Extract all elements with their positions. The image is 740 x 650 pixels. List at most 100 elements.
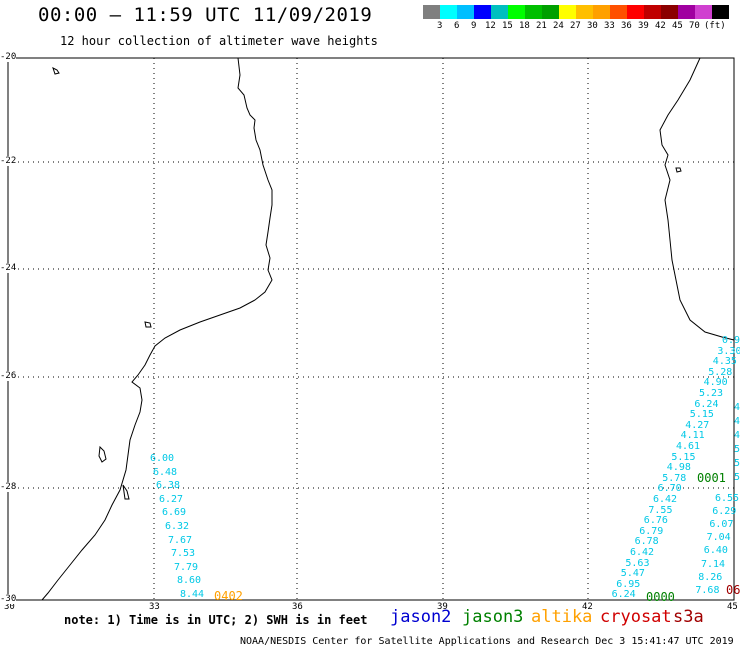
wave-height-value: 6.42 [653,494,678,505]
lon-label: 45 [727,602,738,612]
wave-height-value: 5.2 [734,444,740,455]
wave-height-value: 4 [734,430,740,441]
wave-height-value: 6.79 [639,525,664,537]
scale-label: 3 [437,21,443,31]
scale-swatch [576,5,593,19]
wave-height-value: 6.55 [715,493,740,504]
wave-height-value: 3.30 [717,345,740,357]
wave-height-value: 5.15 [689,409,714,421]
wave-height-value: 5.63 [625,557,650,569]
lat-label: -30 [0,594,17,604]
scale-label: 42 [655,21,666,31]
lon-label: 36 [292,602,303,612]
wave-height-value: 6.24 [694,398,719,410]
scale-label: 24 [553,21,564,31]
wave-height-value: 4.27 [685,419,710,431]
note: note: 1) Time is in UTC; 2) SWH is in fe… [64,613,368,627]
scale-label: 39 [638,21,649,31]
wave-height-value: 6.00 [150,453,175,464]
island [98,445,107,463]
scale-swatch [695,5,712,19]
wave-height-value: 7.55 [648,504,673,516]
wave-height-value: 8.60 [177,575,202,587]
map-frame [7,57,735,601]
time-east-bottom: 0000 [646,590,675,604]
wave-height-value: 6.27 [159,493,184,505]
lon-label: 33 [149,602,160,612]
lat-label: -24 [0,263,17,273]
lat-label: -26 [0,371,17,381]
scale-label: 6 [454,21,460,31]
lat-label: -22 [0,156,17,166]
legend-cryosat: cryosat [600,607,672,627]
wave-height-value: 8.44 [180,589,205,600]
wave-height-value: 5.15 [671,451,696,463]
wave-height-value: 6.32 [165,521,190,532]
wave-height-value: 6.38 [156,480,181,492]
coastline-africa [41,57,273,601]
time-east-edge: 06 [726,583,740,597]
wave-height-value: 7.79 [174,561,199,573]
footer: NOAA/NESDIS Center for Satellite Applica… [240,636,734,647]
scale-unit: (ft) [704,21,726,31]
scale-label: 70 [689,21,700,31]
wave-height-value: 5.3 [734,458,740,469]
coastline-madagascar [659,57,735,341]
wave-height-value: 4.98 [666,462,691,474]
grid [8,58,734,600]
scale-swatch [423,5,440,19]
wave-height-value: 7.14 [701,558,726,570]
time-west: 0402 [214,589,243,603]
wave-height-value: 4 [734,402,740,413]
scale-label: 12 [485,21,496,31]
lon-label: 30 [4,602,15,612]
scale-swatch [542,5,559,19]
legend-jason2: jason2 [390,607,452,627]
map-subtitle: 12 hour collection of altimeter wave hei… [60,34,378,48]
scale-label: 15 [502,21,513,31]
scale-label: 21 [536,21,547,31]
color-scale [423,5,729,19]
legend-altika: altika [531,607,593,627]
scale-swatch [627,5,644,19]
wave-height-value: 6.76 [643,515,668,527]
scale-swatch [644,5,661,19]
wave-height-value: 4.90 [703,377,728,389]
scale-swatch [508,5,525,19]
wave-height-value: 5.28 [708,366,733,378]
scale-swatch [712,5,729,19]
legend-s3a: s3a [673,607,704,627]
lat-label: -28 [0,482,17,492]
wave-height-value: 6.42 [630,547,655,558]
wave-height-value: 0.9 [722,335,740,346]
island [122,484,130,500]
scale-swatch [678,5,695,19]
scale-label: 18 [519,21,530,31]
wave-height-value: 7.67 [168,534,193,546]
lon-axis: 30 33 36 39 42 45 [0,602,740,614]
wave-height-value: 6.69 [162,507,187,519]
scale-swatch [593,5,610,19]
wave-height-value: 8.26 [698,571,723,583]
scale-swatch [457,5,474,19]
wave-height-value: 6.95 [616,578,641,590]
scale-swatch [661,5,678,19]
wave-height-value: 6.24 [611,589,636,601]
lat-label: -20 [0,52,17,62]
wave-height-value: 5.78 [662,472,687,484]
legend-jason3: jason3 [462,607,524,627]
wave-height-value: 6.40 [703,545,728,557]
island [675,167,682,173]
map-title: 00:00 – 11:59 UTC 11/09/2019 [38,4,373,26]
wave-height-value: 6.07 [709,519,734,531]
wave-height-value: 6.70 [657,483,682,495]
scale-swatch [559,5,576,19]
scale-label: 33 [604,21,615,31]
scale-label: 30 [587,21,598,31]
wave-height-value: 4.11 [680,430,705,442]
wave-height-value: 4 [734,416,740,427]
wave-height-value: 7.04 [706,532,731,544]
wave-height-value: 7.68 [695,584,720,596]
lat-axis: -20 -22 -24 -26 -28 -30 [0,0,40,650]
wave-height-value: 6.78 [634,536,659,548]
